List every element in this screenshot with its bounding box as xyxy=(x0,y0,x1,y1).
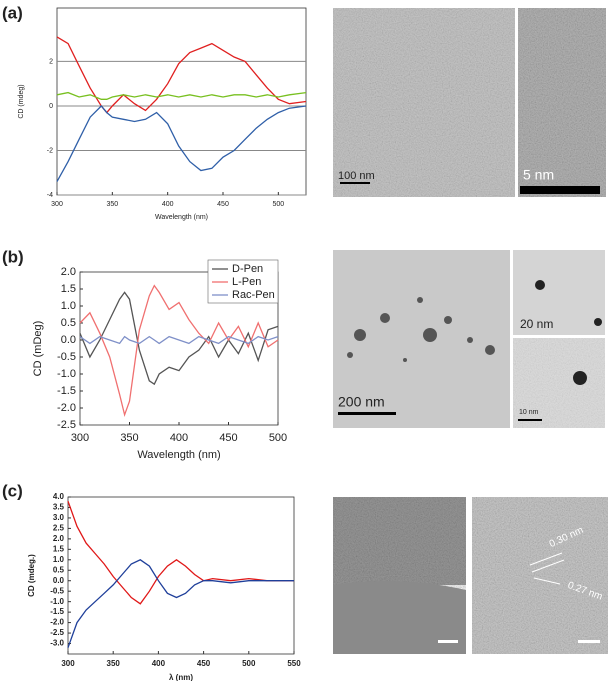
x-tick-label: 350 xyxy=(106,201,118,208)
y-tick-label: 0.0 xyxy=(61,334,76,346)
series-line xyxy=(79,291,279,386)
scale-label: 200 nm xyxy=(338,394,385,410)
y-tick-label: -2 xyxy=(47,147,53,154)
x-tick-label: 300 xyxy=(71,432,89,444)
y-axis-label: CD (mDeg) xyxy=(32,321,44,377)
y-tick-label: 1.0 xyxy=(53,555,65,564)
series-line xyxy=(67,559,294,648)
y-tick-label: -2.5 xyxy=(57,419,76,431)
x-axis-label: Wavelength (nm) xyxy=(155,214,208,221)
x-tick-label: 500 xyxy=(269,432,287,444)
x-tick-label: 550 xyxy=(287,659,301,668)
series-line xyxy=(79,284,279,418)
y-tick-label: 1.5 xyxy=(53,544,65,553)
y-tick-label: 2.5 xyxy=(53,524,65,533)
scale-label: 10 nm xyxy=(519,409,539,416)
y-tick-label: -3.0 xyxy=(50,639,64,648)
y-tick-label: 4.0 xyxy=(53,492,65,501)
y-tick-label: 0 xyxy=(49,103,53,110)
x-tick-label: 400 xyxy=(170,432,188,444)
y-axis-label: CD (mdeg) xyxy=(18,84,25,118)
y-tick-label: -1.5 xyxy=(50,607,64,616)
tem-image xyxy=(472,497,608,654)
y-tick-label: -1.0 xyxy=(50,597,64,606)
x-tick-label: 500 xyxy=(242,659,256,668)
y-axis-label: CD (mdeg.) xyxy=(27,554,36,597)
x-tick-label: 400 xyxy=(152,659,166,668)
series-line xyxy=(56,91,307,100)
panel-label: (c) xyxy=(2,481,23,500)
scale-label: 5 nm xyxy=(523,167,554,183)
series-line xyxy=(67,500,294,605)
x-tick-label: 450 xyxy=(197,659,211,668)
y-tick-label: 0.0 xyxy=(53,576,65,585)
y-tick-label: 0.5 xyxy=(61,317,76,329)
tem-image xyxy=(513,250,605,335)
y-tick-label: 1.0 xyxy=(61,300,76,312)
tem-images xyxy=(333,8,608,654)
plot-frame xyxy=(67,496,295,655)
x-axis-label: Wavelength (nm) xyxy=(137,449,220,461)
y-tick-label: 3.0 xyxy=(53,513,65,522)
x-tick-label: 350 xyxy=(120,432,138,444)
legend-label: D-Pen xyxy=(232,263,263,275)
y-tick-label: 3.5 xyxy=(53,503,65,512)
x-axis-label: λ (nm) xyxy=(169,673,193,681)
y-tick-label: -4 xyxy=(47,192,53,199)
y-tick-label: -1.0 xyxy=(57,368,76,380)
y-tick-label: -2.5 xyxy=(50,628,64,637)
x-tick-label: 500 xyxy=(272,201,284,208)
x-tick-label: 450 xyxy=(219,432,237,444)
x-tick-label: 300 xyxy=(61,659,75,668)
y-tick-label: -0.5 xyxy=(50,586,64,595)
x-tick-label: 450 xyxy=(217,201,229,208)
panel-label: (b) xyxy=(2,247,24,266)
y-tick-label: 2 xyxy=(49,58,53,65)
legend-label: Rac-Pen xyxy=(232,289,275,301)
y-tick-label: -0.5 xyxy=(57,351,76,363)
x-tick-label: 350 xyxy=(107,659,121,668)
y-tick-label: -2.0 xyxy=(50,618,64,627)
plot-frame xyxy=(56,7,307,196)
y-tick-label: 2.0 xyxy=(53,534,65,543)
y-tick-label: 1.5 xyxy=(61,283,76,295)
y-tick-label: 2.0 xyxy=(61,266,76,278)
x-tick-label: 300 xyxy=(51,201,63,208)
y-tick-label: -1.5 xyxy=(57,385,76,397)
scale-label: 20 nm xyxy=(520,317,553,331)
legend-label: L-Pen xyxy=(232,276,261,288)
y-tick-label: 0.5 xyxy=(53,565,65,574)
scale-label: 100 nm xyxy=(338,170,375,182)
y-tick-label: -2.0 xyxy=(57,402,76,414)
series-line xyxy=(56,36,307,114)
panel-label: (a) xyxy=(2,3,23,22)
series-line xyxy=(79,335,279,345)
x-tick-label: 400 xyxy=(162,201,174,208)
series-line xyxy=(56,105,307,182)
